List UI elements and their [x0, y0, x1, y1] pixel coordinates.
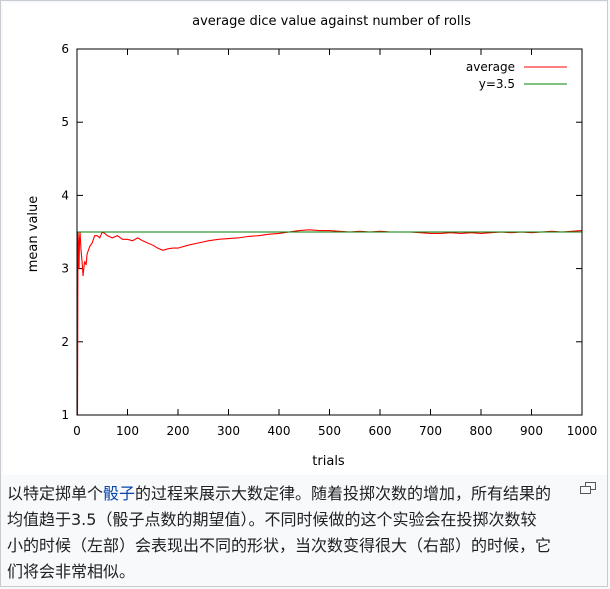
- legend-label-1: average: [466, 60, 515, 74]
- y-tick-label: 2: [61, 335, 69, 349]
- x-tick-label: 900: [520, 424, 543, 438]
- x-axis-label: trials: [312, 454, 345, 469]
- caption-text-before: 以特定掷单个: [7, 484, 104, 503]
- legend-label-2: y=3.5: [479, 77, 515, 91]
- y-tick-label: 4: [61, 188, 69, 202]
- chart: average dice value against number of rol…: [26, 14, 598, 469]
- figure-caption: 以特定掷单个骰子的过程来展示大数定律。随着投掷次数的增加，所有结果的均值趋于3.…: [7, 481, 552, 585]
- x-tick-label: 300: [217, 424, 240, 438]
- x-tick-label: 100: [116, 424, 139, 438]
- y-axis-label: mean value: [26, 196, 41, 273]
- x-tick-label: 200: [167, 424, 190, 438]
- enlarge-icon[interactable]: [580, 482, 596, 494]
- x-tick-label: 800: [470, 424, 493, 438]
- plot-frame: [76, 48, 583, 416]
- x-tick-label: 1000: [567, 424, 598, 438]
- y-tick-label: 1: [61, 408, 69, 422]
- y-tick-label: 6: [61, 42, 69, 56]
- x-tick-label: 0: [73, 424, 81, 438]
- x-tick-label: 600: [369, 424, 392, 438]
- chart-area: average dice value against number of rol…: [3, 3, 607, 475]
- x-tick-label: 700: [419, 424, 442, 438]
- y-tick-label: 5: [61, 115, 69, 129]
- caption-text-after: 的过程来展示大数定律。随着投掷次数的增加，所有结果的均值趋于3.5（骰子点数的期…: [7, 484, 552, 581]
- chart-title: average dice value against number of rol…: [192, 14, 471, 29]
- x-tick-label: 500: [318, 424, 341, 438]
- x-tick-label: 400: [268, 424, 291, 438]
- y-tick-label: 3: [61, 262, 69, 276]
- dice-link[interactable]: 骰子: [103, 484, 136, 503]
- series-line-1: [76, 229, 583, 416]
